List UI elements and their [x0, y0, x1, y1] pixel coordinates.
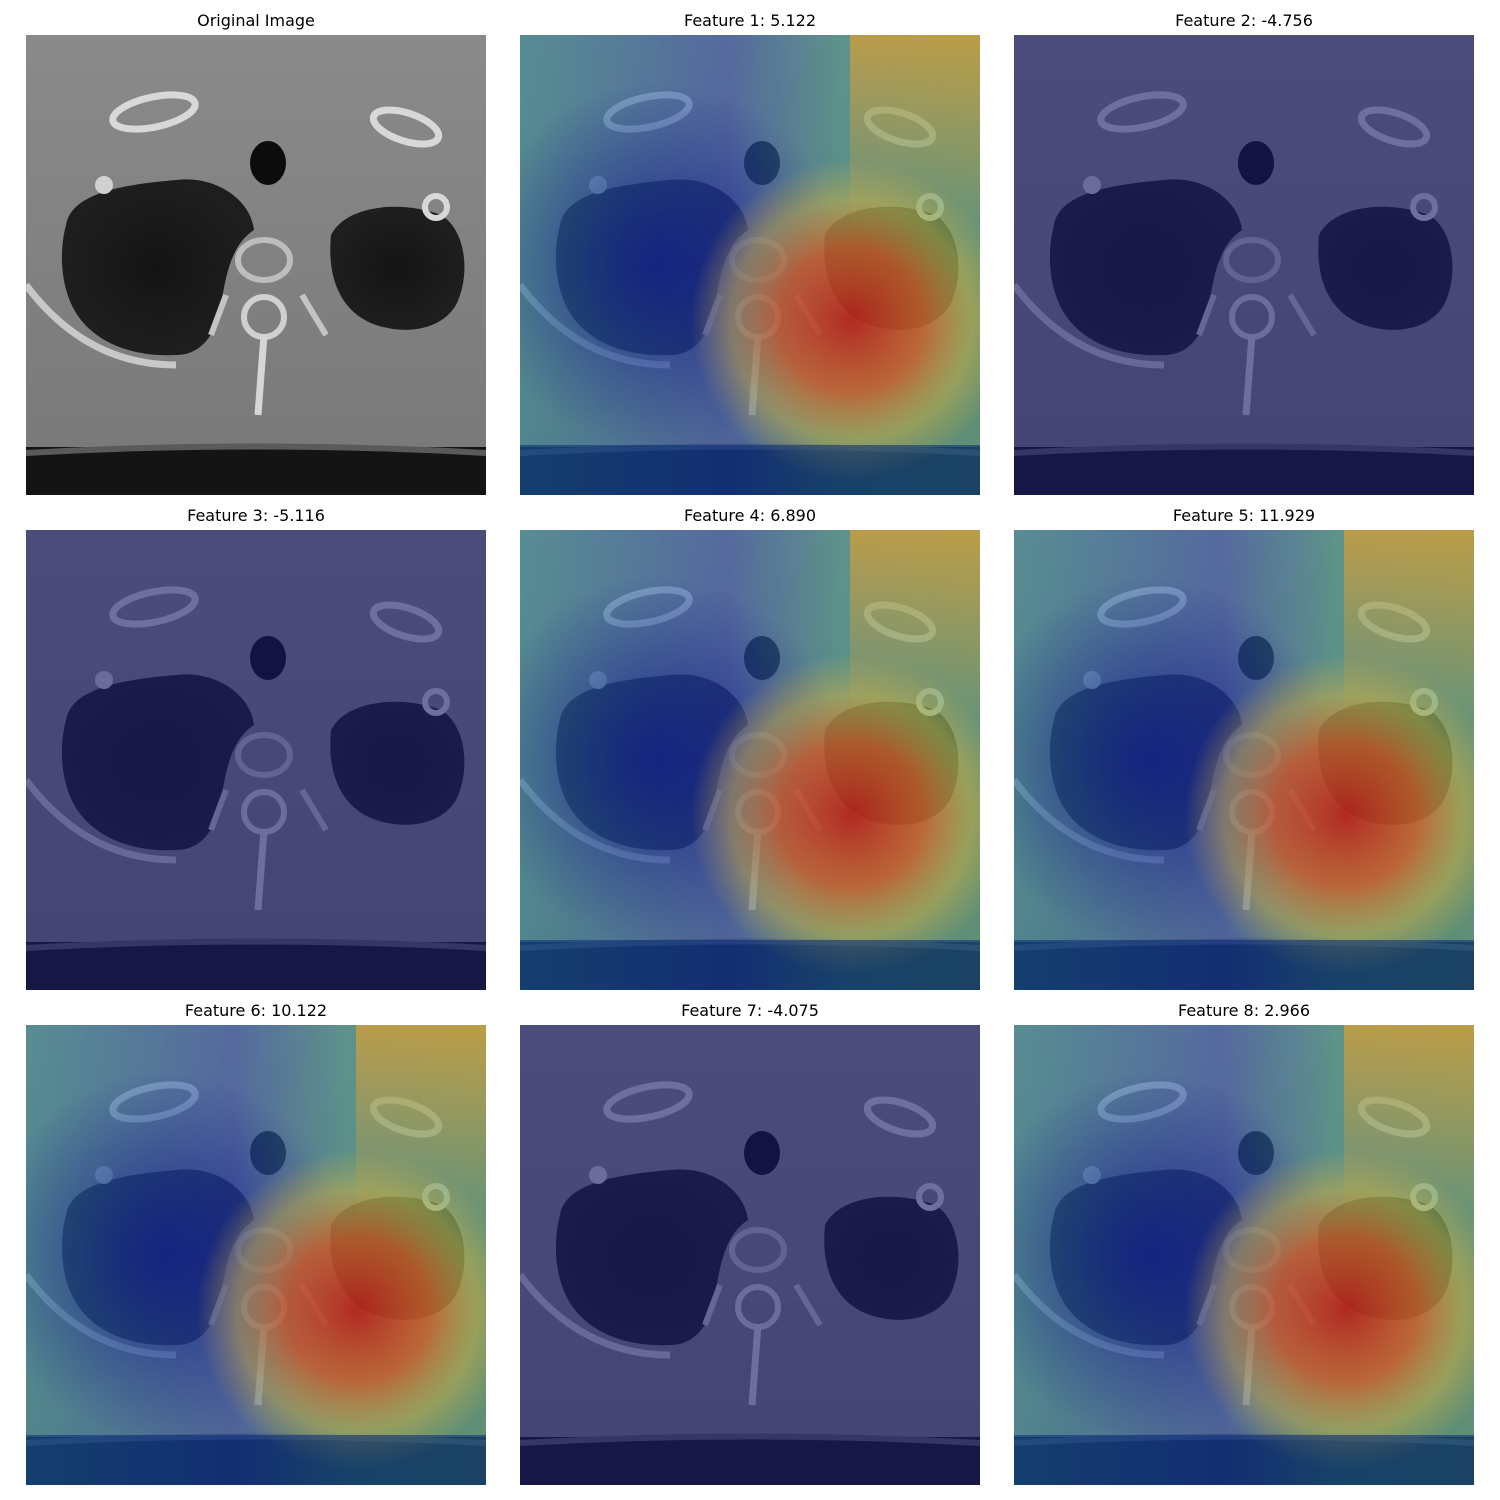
- panel-title: Feature 8: 2.966: [1177, 1001, 1310, 1020]
- tint-overlay-image: [26, 530, 486, 990]
- panel-title: Feature 6: 10.122: [184, 1001, 328, 1020]
- heatmap-overlay-image: [520, 530, 980, 990]
- panel-title: Feature 7: -4.075: [681, 1001, 819, 1020]
- tint-overlay-image: [1014, 35, 1474, 495]
- heatmap-overlay-image: [520, 35, 980, 495]
- ct-image: [26, 35, 486, 495]
- panel-title: Feature 5: 11.929: [1172, 506, 1316, 525]
- panel-title: Feature 3: -5.116: [187, 506, 325, 525]
- panel-title: Feature 2: -4.756: [1175, 11, 1313, 30]
- heatmap-overlay-image: [1014, 1025, 1474, 1485]
- tint-overlay-image: [520, 1025, 980, 1485]
- panel-title: Original Image: [197, 11, 315, 30]
- panel-title: Feature 1: 5.122: [683, 11, 816, 30]
- heatmap-overlay-image: [26, 1025, 486, 1485]
- heatmap-overlay-image: [1014, 530, 1474, 990]
- panel-title: Feature 4: 6.890: [683, 506, 816, 525]
